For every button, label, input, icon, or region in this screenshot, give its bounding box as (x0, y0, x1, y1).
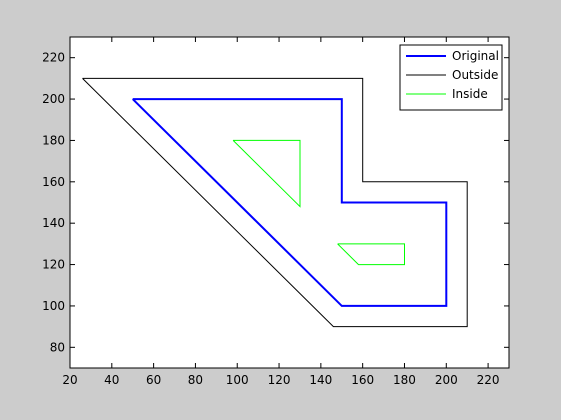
x-tick-label: 40 (104, 373, 119, 387)
legend-label-outside: Outside (452, 68, 498, 82)
series-line-outside (82, 77, 468, 328)
legend-label-original: Original (452, 49, 499, 63)
y-tick-label: 80 (50, 340, 65, 354)
y-tick-label: 100 (42, 299, 65, 313)
y-tick-label: 120 (42, 258, 65, 272)
y-axis: 80 100 120 140 160 180 200 220 (42, 51, 509, 354)
x-axis: 20 40 60 80 100 120 140 160 180 200 220 (62, 37, 500, 387)
y-tick-label: 160 (42, 175, 65, 189)
plot-frame (69, 36, 510, 369)
legend: Original Outside Inside (399, 44, 503, 111)
series-layer (82, 77, 468, 328)
y-tick-label: 220 (42, 51, 65, 65)
x-tick-label: 220 (477, 373, 500, 387)
x-tick-label: 200 (435, 373, 458, 387)
x-tick-label: 120 (268, 373, 291, 387)
series-inside (232, 139, 405, 266)
series-outside (82, 77, 468, 328)
legend-label-inside: Inside (452, 87, 488, 101)
series-line-original (131, 98, 448, 307)
x-tick-label: 180 (393, 373, 416, 387)
series-line-inside (232, 139, 301, 208)
x-tick-label: 160 (351, 373, 374, 387)
series-line-inside (337, 243, 405, 266)
x-tick-label: 20 (62, 373, 77, 387)
series-original (131, 98, 448, 307)
x-tick-label: 80 (188, 373, 203, 387)
x-tick-label: 140 (309, 373, 332, 387)
y-tick-label: 180 (42, 133, 65, 147)
x-tick-label: 60 (146, 373, 161, 387)
y-tick-label: 140 (42, 216, 65, 230)
y-tick-label: 200 (42, 92, 65, 106)
x-tick-label: 100 (226, 373, 249, 387)
